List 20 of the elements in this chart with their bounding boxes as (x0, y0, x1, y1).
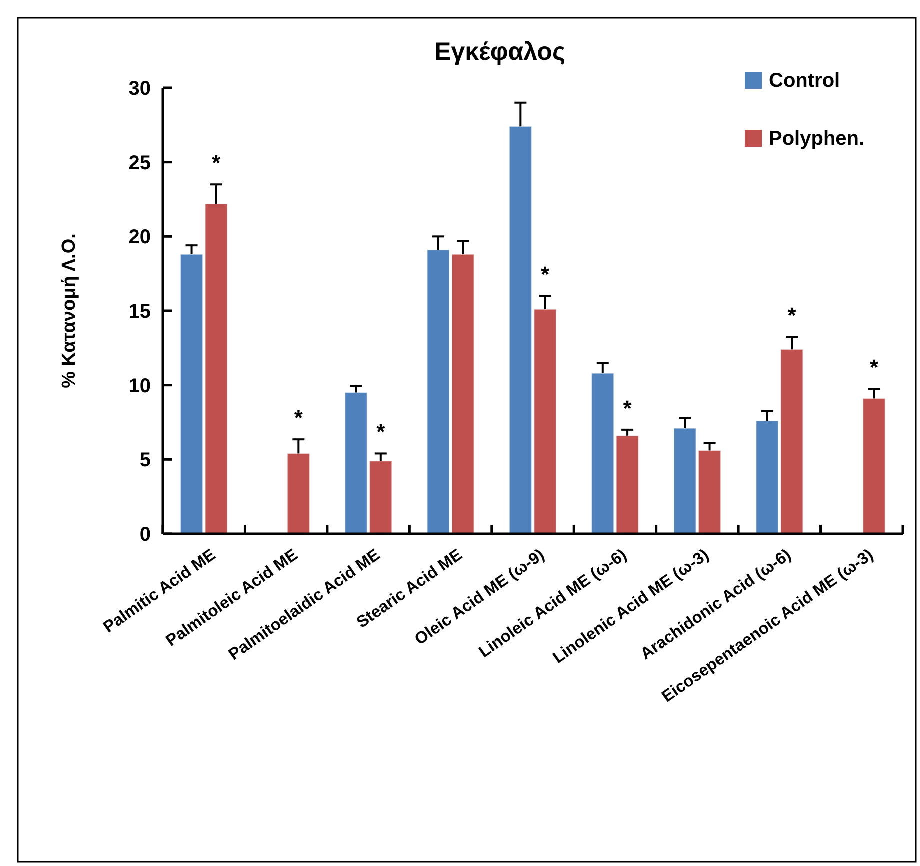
annotation: * (788, 303, 797, 328)
bar (287, 453, 310, 534)
annotation: * (623, 396, 632, 421)
y-tick-label: 15 (128, 301, 151, 323)
legend-label: Control (769, 70, 840, 92)
y-tick-label: 30 (128, 78, 151, 100)
legend-label: Polyphen. (769, 128, 865, 150)
y-tick-label: 10 (128, 375, 151, 398)
annotation: * (294, 406, 304, 431)
y-tick-label: 20 (128, 226, 151, 249)
annotation: * (870, 355, 879, 380)
y-tick-label: 0 (140, 524, 151, 546)
annotation: * (212, 150, 222, 176)
y-axis-title: % Κατανομή Λ.Ο. (59, 234, 80, 388)
chart-title: Εγκέφαλος (434, 38, 566, 66)
annotation: * (376, 420, 386, 445)
y-tick-label: 25 (128, 152, 151, 174)
annotation: * (541, 262, 550, 288)
y-tick-label: 5 (140, 450, 151, 472)
bar (862, 398, 886, 534)
